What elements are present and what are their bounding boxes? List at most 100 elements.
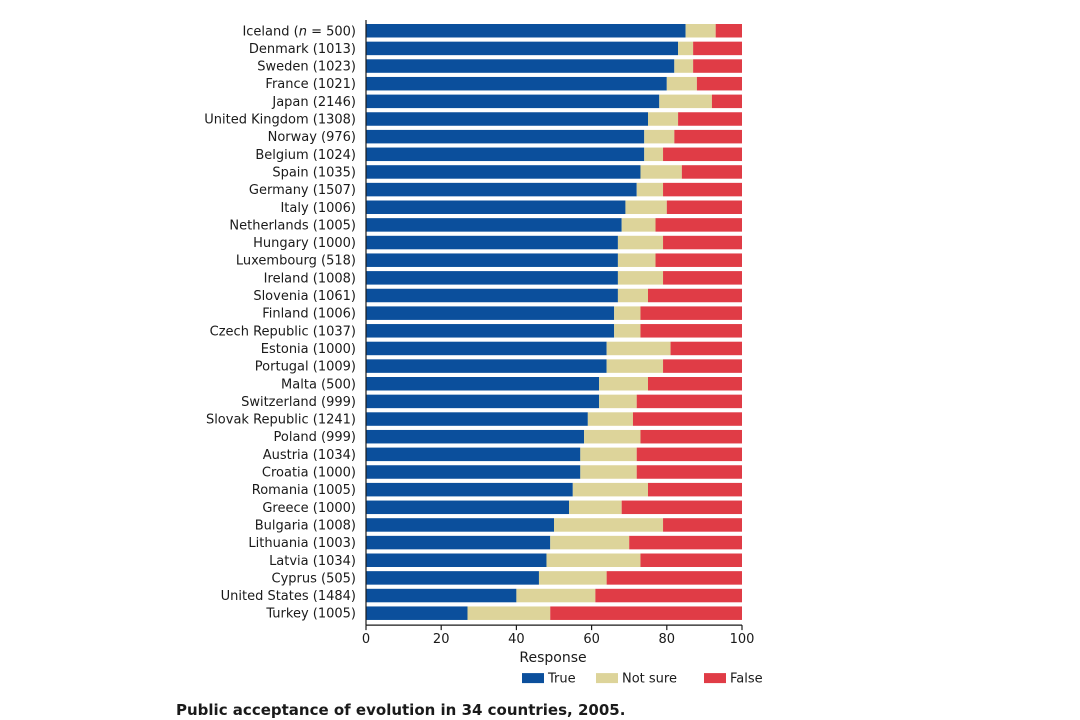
legend-swatch (596, 673, 618, 684)
legend-label: Not sure (622, 672, 677, 687)
category-label: Spain (1035) (272, 165, 356, 180)
bar-not-sure (644, 129, 675, 144)
x-tick-label: 80 (659, 632, 676, 647)
bar-not-sure (580, 465, 637, 479)
bar-not-sure (584, 429, 641, 444)
legend-label: True (547, 672, 576, 687)
bar-not-sure (572, 482, 648, 497)
bars-group (366, 24, 742, 620)
bar-true (366, 394, 600, 409)
category-label: Switzerland (999) (241, 395, 356, 410)
evolution-acceptance-chart: Iceland (n = 500) Denmark (1013) Sweden (1… (204, 20, 763, 687)
bar-false (621, 500, 742, 515)
bar-false (663, 271, 742, 285)
bar-false (636, 465, 742, 479)
category-label: Norway (976) (268, 130, 356, 145)
bar-false (678, 112, 742, 126)
bar-not-sure (617, 288, 648, 303)
legend: True Not sure False (522, 672, 763, 687)
bar-not-sure (617, 271, 664, 285)
category-label: Czech Republic (1037) (210, 324, 356, 339)
legend-item-false: False (704, 672, 763, 687)
x-tick-label: 100 (730, 632, 755, 647)
category-label: Turkey (1005) (265, 607, 356, 622)
x-tick-label: 0 (362, 632, 370, 647)
bar-false (663, 182, 742, 197)
bar-not-sure (467, 606, 551, 620)
category-label: Portugal (1009) (255, 360, 356, 375)
category-labels: Iceland (n = 500) Denmark (1013) Sweden (1… (204, 24, 356, 621)
category-label: Greece (1000) (262, 501, 356, 516)
bar-false (693, 59, 742, 73)
bar-true (366, 535, 551, 550)
bar-not-sure (659, 94, 712, 109)
category-label: Slovak Republic (1241) (206, 413, 356, 428)
bar-not-sure (569, 500, 622, 515)
bar-false (640, 429, 742, 444)
category-label: France (1021) (265, 77, 356, 92)
bar-false (711, 94, 742, 109)
x-tick-label: 60 (583, 632, 600, 647)
bar-true (366, 94, 660, 109)
bar-true (366, 76, 667, 91)
bar-true (366, 500, 570, 515)
bar-false (640, 324, 742, 338)
bar-not-sure (587, 412, 633, 426)
bar-not-sure (614, 324, 641, 338)
bar-false (674, 129, 742, 144)
bar-true (366, 147, 645, 162)
bar-false (648, 288, 742, 303)
bar-false (640, 306, 742, 320)
category-label: Romania (1005) (252, 483, 356, 498)
bar-not-sure (636, 182, 664, 197)
bar-true (366, 129, 645, 144)
bar-false (648, 377, 742, 391)
bar-false (655, 218, 742, 232)
bar-false (636, 394, 742, 409)
category-label: Netherlands (1005) (229, 218, 356, 233)
legend-label: False (730, 672, 763, 687)
bar-not-sure (599, 394, 637, 409)
bar-not-sure (538, 571, 607, 585)
bar-not-sure (606, 341, 671, 356)
figure-caption: Public acceptance of evolution in 34 cou… (176, 701, 626, 719)
bar-false (648, 482, 742, 497)
bar-true (366, 41, 679, 56)
bar-true (366, 288, 618, 303)
category-label: United States (1484) (221, 589, 356, 604)
category-label: Latvia (1034) (269, 554, 356, 569)
bar-not-sure (644, 147, 664, 162)
bar-not-sure (614, 306, 641, 320)
bar-true (366, 588, 517, 603)
category-label: Austria (1034) (263, 448, 356, 463)
bar-false (655, 253, 742, 267)
category-label: Bulgaria (1008) (255, 518, 356, 533)
bar-true (366, 182, 637, 197)
bar-not-sure (617, 235, 664, 250)
bar-false (550, 606, 742, 620)
bar-false (670, 341, 742, 356)
category-label: Estonia (1000) (261, 342, 356, 357)
bar-true (366, 165, 641, 179)
bar-true (366, 482, 573, 497)
bar-true (366, 571, 539, 585)
bar-true (366, 447, 581, 462)
bar-not-sure (625, 200, 667, 214)
bar-not-sure (599, 377, 648, 391)
bar-false (629, 535, 742, 550)
category-label: Iceland (n = 500) (242, 24, 356, 39)
bar-not-sure (678, 41, 694, 56)
bar-true (366, 200, 626, 214)
bar-false (606, 571, 742, 585)
bar-false (663, 518, 742, 532)
bar-true (366, 553, 547, 567)
bar-not-sure (674, 59, 694, 73)
x-ticks: 0 20 40 60 80 100 (362, 625, 755, 647)
bar-false (636, 447, 742, 462)
bar-not-sure (606, 359, 664, 373)
category-label: Japan (2146) (271, 95, 356, 110)
bar-false (663, 359, 742, 373)
x-tick-label: 20 (433, 632, 450, 647)
bar-true (366, 306, 615, 320)
bar-false (632, 412, 742, 426)
